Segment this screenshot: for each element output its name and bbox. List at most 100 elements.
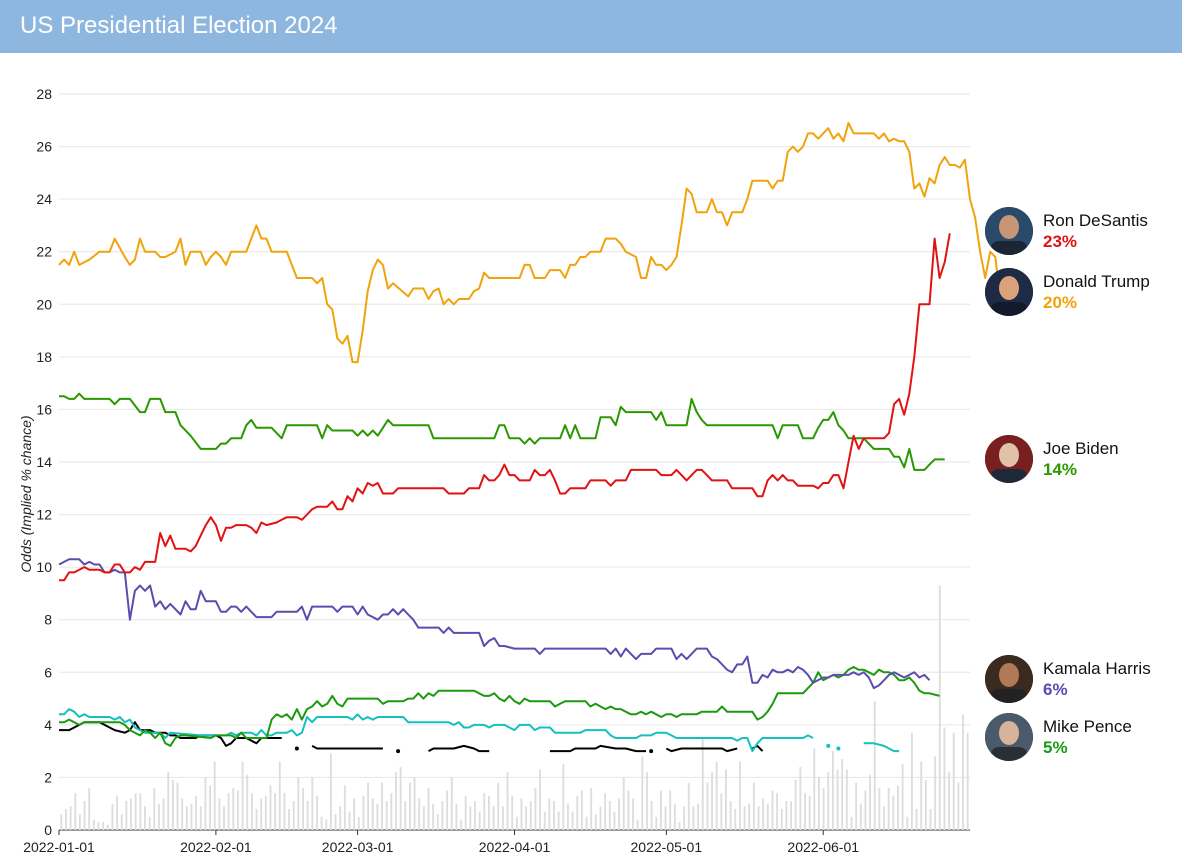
volume-bar [962, 714, 964, 830]
volume-bar [306, 801, 309, 830]
volume-bar [650, 801, 653, 830]
volume-bar [185, 806, 188, 830]
volume-bar [883, 806, 885, 830]
volume-bar [501, 806, 504, 830]
volume-bar [130, 798, 132, 830]
volume-bar [511, 795, 514, 830]
volume-bar [385, 801, 388, 830]
volume-bar [362, 795, 365, 830]
volume-bar [920, 761, 923, 830]
volume-bar [65, 808, 67, 830]
volume-bar [148, 816, 151, 830]
volume-bar [436, 814, 439, 830]
volume-bar [274, 793, 277, 830]
volume-bar [116, 795, 119, 830]
volume-bar [734, 808, 737, 830]
volume-bar [460, 819, 462, 830]
volume-bar [632, 798, 634, 830]
volume-bar [966, 732, 969, 830]
volume-bar [515, 816, 518, 830]
volume-bar [901, 764, 904, 830]
volume-bar [571, 811, 574, 830]
volume-bar [813, 748, 816, 830]
app-header: US Presidential Election 2024 [0, 0, 1182, 53]
y-tick-label: 8 [44, 612, 52, 628]
volume-bar [534, 787, 537, 830]
donald-trump-line [58, 121, 1012, 364]
volume-bar [204, 777, 207, 830]
volume-bar [808, 795, 811, 830]
volume-bar [915, 808, 918, 830]
volume-bar [339, 806, 342, 830]
volume-bar [97, 822, 100, 830]
volume-bar [869, 774, 871, 830]
axes: Odds (Implied % chance) 0246810121416182… [18, 86, 859, 855]
volume-bar [580, 790, 583, 830]
other-point [396, 749, 401, 754]
volume-bar [255, 808, 258, 830]
volume-bar [320, 816, 323, 830]
volume-bar [492, 806, 495, 830]
other-line [311, 745, 383, 750]
volume-bar [804, 793, 806, 830]
volume-bar [711, 772, 713, 830]
volume-bar [246, 774, 249, 830]
volume-bar [924, 780, 927, 830]
volume-bar [483, 793, 486, 830]
volume-bar [948, 772, 951, 830]
volume-bar [241, 761, 244, 830]
volume-bar [367, 782, 370, 830]
volume-bar [799, 766, 802, 830]
volume-bar [506, 772, 509, 830]
y-tick-label: 6 [44, 664, 52, 680]
volume-bar [539, 769, 541, 830]
volume-bar [111, 803, 114, 830]
volume-bar [357, 816, 360, 830]
y-tick-label: 24 [36, 191, 52, 207]
volume-bar [618, 798, 621, 830]
volume-bar [497, 782, 500, 830]
y-tick-label: 16 [36, 401, 52, 417]
volume-bar [269, 785, 272, 830]
volume-bar [557, 811, 560, 830]
volume-bar [855, 782, 858, 830]
joe-biden-line [59, 392, 945, 471]
volume-bar [83, 801, 86, 830]
volume-bar [353, 798, 356, 830]
volume-bar [725, 769, 727, 830]
volume-bar [432, 803, 435, 830]
volume-bar [158, 803, 160, 830]
volume-bar [683, 806, 686, 830]
other-line [549, 744, 647, 753]
volume-bar [822, 787, 825, 830]
volume-bar [371, 798, 374, 830]
volume-bar [873, 701, 876, 830]
mike-pence-point [836, 746, 841, 751]
volume-bar [585, 816, 588, 830]
volume-bar [636, 819, 639, 830]
volume-bar [102, 822, 105, 830]
y-tick-label: 20 [36, 296, 52, 312]
volume-bar [125, 801, 128, 830]
volume-bar [390, 793, 393, 830]
volume-bar [525, 806, 528, 830]
volume-bar [576, 795, 579, 830]
volume-bar [878, 787, 881, 830]
volume-bar [655, 816, 658, 830]
x-tick-label: 2022-02-01 [180, 839, 252, 855]
volume-bar [562, 764, 565, 830]
volume-bar [529, 801, 532, 830]
volume-bar [260, 798, 263, 830]
volume-bar [167, 772, 170, 830]
volume-bar [422, 806, 425, 830]
volume-bar [413, 777, 416, 830]
y-tick-label: 28 [36, 86, 52, 102]
volume-bar [329, 753, 332, 830]
other-point [294, 746, 299, 751]
y-tick-label: 26 [36, 139, 52, 155]
volume-bar [264, 795, 267, 830]
volume-bar [176, 782, 179, 830]
mike-pence-line [863, 742, 900, 753]
volume-bar [376, 803, 379, 830]
volume-bar [794, 780, 797, 830]
